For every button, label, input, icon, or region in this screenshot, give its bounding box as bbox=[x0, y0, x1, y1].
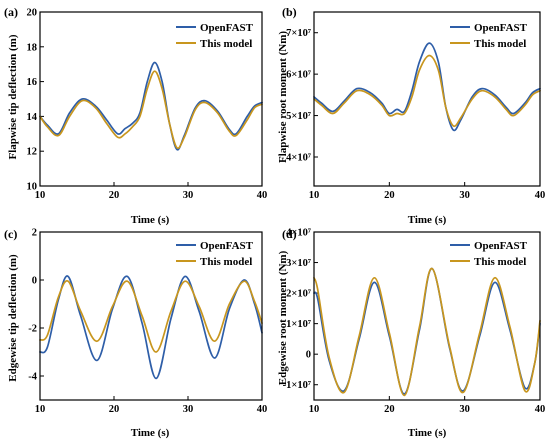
legend-label-model-a: This model bbox=[200, 38, 252, 50]
legend-label-model-d: This model bbox=[474, 256, 526, 268]
panel-label-d: (d) bbox=[282, 227, 297, 241]
y-tick-label: 3×10⁷ bbox=[286, 258, 311, 269]
y-tick-label: 16 bbox=[27, 77, 38, 88]
x-tick-label: 30 bbox=[459, 404, 470, 415]
plot-frame-a bbox=[39, 11, 263, 187]
x-tick-label: 30 bbox=[183, 404, 194, 415]
y-tick-label: 0 bbox=[32, 276, 37, 287]
legend-label-openfast-d: OpenFAST bbox=[474, 240, 528, 252]
panel-a: (a) Time (s) Flapwise tip deflection (m)… bbox=[4, 5, 267, 226]
legend-label-openfast-b: OpenFAST bbox=[474, 22, 528, 34]
legend-b: OpenFAST This model bbox=[450, 22, 528, 50]
ticks-d: 10 20 30 40 -1×10⁷ 0 1×10⁷ 2×10⁷ 3×10⁷ 4×10⁷ bbox=[283, 228, 546, 416]
series-line-this-model bbox=[39, 70, 263, 150]
y-tick-label: -4 bbox=[28, 372, 37, 383]
x-tick-label: 30 bbox=[459, 190, 470, 201]
x-tick-label: 20 bbox=[384, 404, 395, 415]
series-line-openfast bbox=[39, 61, 263, 151]
y-tick-label: 2×10⁷ bbox=[286, 289, 311, 300]
legend-label-model-c: This model bbox=[200, 256, 252, 268]
x-axis-label-b: Time (s) bbox=[408, 214, 447, 226]
x-tick-label: 40 bbox=[257, 404, 268, 415]
y-tick-label: 1×10⁷ bbox=[286, 319, 311, 330]
lines-d bbox=[313, 267, 541, 397]
y-tick-label: -2 bbox=[28, 324, 37, 335]
y-tick-label: 0 bbox=[306, 350, 311, 361]
ticks-a: 10 20 30 40 10 12 14 16 18 20 bbox=[27, 8, 268, 202]
plot-frame-d bbox=[313, 231, 541, 401]
legend-label-openfast-c: OpenFAST bbox=[200, 240, 254, 252]
y-axis-label-a: Flapwise tip deflection (m) bbox=[7, 34, 19, 159]
lines-c bbox=[39, 275, 263, 380]
y-tick-label: 7×10⁷ bbox=[286, 28, 311, 39]
y-tick-label: 18 bbox=[27, 42, 38, 53]
y-tick-label: 14 bbox=[27, 112, 38, 123]
legend-c: OpenFAST This model bbox=[176, 240, 254, 268]
x-tick-label: 40 bbox=[257, 190, 268, 201]
series-line-this-model bbox=[313, 54, 541, 128]
x-axis-label-d: Time (s) bbox=[408, 427, 447, 439]
y-tick-label: 20 bbox=[27, 8, 38, 19]
series-line-this-model bbox=[39, 279, 263, 353]
legend-a: OpenFAST This model bbox=[176, 22, 254, 50]
x-tick-label: 20 bbox=[109, 404, 120, 415]
series-line-this-model bbox=[313, 267, 541, 397]
y-axis-label-d: Edgewise root moment (Nm) bbox=[277, 250, 289, 385]
y-tick-label: 6×10⁷ bbox=[286, 70, 311, 81]
x-tick-label: 20 bbox=[384, 190, 395, 201]
plot-frame-c bbox=[39, 231, 263, 401]
legend-label-openfast-a: OpenFAST bbox=[200, 22, 254, 34]
x-axis-label-c: Time (s) bbox=[131, 427, 170, 439]
panel-d: (d) Time (s) Edgewise root moment (Nm) 1… bbox=[277, 227, 545, 439]
y-tick-label: 10 bbox=[27, 182, 38, 193]
x-tick-label: 40 bbox=[535, 190, 546, 201]
ticks-c: 10 20 30 40 -4 -2 0 2 bbox=[28, 228, 267, 416]
plot-frame-b bbox=[313, 11, 541, 187]
x-axis-label-a: Time (s) bbox=[131, 214, 170, 226]
panel-b: (b) Time (s) Flapwise root moment (Nm) 1… bbox=[277, 5, 545, 226]
series-line-openfast bbox=[313, 267, 541, 395]
series-line-openfast bbox=[39, 275, 263, 380]
y-tick-label: 4×10⁷ bbox=[286, 153, 311, 164]
panel-c: (c) Time (s) Edgewise tip deflection (m)… bbox=[4, 227, 267, 439]
x-tick-label: 20 bbox=[109, 190, 120, 201]
y-tick-label: 2 bbox=[32, 228, 37, 239]
series-line-openfast bbox=[313, 42, 541, 132]
x-tick-label: 10 bbox=[35, 190, 46, 201]
panel-label-a: (a) bbox=[4, 5, 18, 19]
y-axis-label-c: Edgewise tip deflection (m) bbox=[7, 254, 19, 382]
x-tick-label: 10 bbox=[309, 404, 320, 415]
y-tick-label: 4×10⁷ bbox=[286, 228, 311, 239]
panel-label-b: (b) bbox=[282, 5, 297, 19]
x-tick-label: 10 bbox=[309, 190, 320, 201]
legend-d: OpenFAST This model bbox=[450, 240, 528, 268]
y-tick-label: 5×10⁷ bbox=[286, 111, 311, 122]
lines-b bbox=[313, 42, 541, 132]
legend-label-model-b: This model bbox=[474, 38, 526, 50]
y-tick-label: -1×10⁷ bbox=[283, 380, 311, 391]
y-axis-label-b: Flapwise root moment (Nm) bbox=[277, 31, 289, 163]
x-tick-label: 40 bbox=[535, 404, 546, 415]
y-tick-label: 12 bbox=[27, 147, 38, 158]
x-tick-label: 10 bbox=[35, 404, 46, 415]
lines-a bbox=[39, 61, 263, 151]
panel-label-c: (c) bbox=[4, 227, 17, 241]
ticks-b: 10 20 30 40 4×10⁷ 5×10⁷ 6×10⁷ 7×10⁷ bbox=[286, 28, 545, 201]
x-tick-label: 30 bbox=[183, 190, 194, 201]
